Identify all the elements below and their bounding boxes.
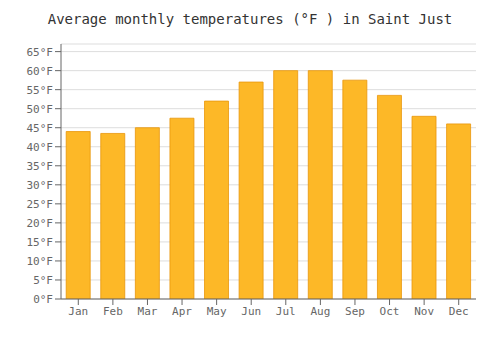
svg-text:25°F: 25°F — [27, 198, 54, 211]
svg-text:15°F: 15°F — [27, 236, 54, 249]
svg-text:Jan: Jan — [68, 305, 88, 318]
svg-text:Mar: Mar — [138, 305, 158, 318]
svg-text:Aug: Aug — [310, 305, 330, 318]
svg-text:45°F: 45°F — [27, 122, 54, 135]
svg-text:65°F: 65°F — [27, 46, 54, 59]
svg-text:55°F: 55°F — [27, 84, 54, 97]
svg-text:Apr: Apr — [172, 305, 192, 318]
svg-text:50°F: 50°F — [27, 103, 54, 116]
svg-text:35°F: 35°F — [27, 160, 54, 173]
svg-text:Sep: Sep — [345, 305, 365, 318]
svg-text:Jun: Jun — [241, 305, 261, 318]
svg-text:Feb: Feb — [103, 305, 123, 318]
svg-text:30°F: 30°F — [27, 179, 54, 192]
svg-text:May: May — [207, 305, 227, 318]
svg-text:10°F: 10°F — [27, 255, 54, 268]
svg-text:5°F: 5°F — [33, 274, 53, 287]
svg-text:0°F: 0°F — [33, 293, 53, 306]
svg-text:60°F: 60°F — [27, 65, 54, 78]
svg-text:Dec: Dec — [449, 305, 469, 318]
svg-text:Oct: Oct — [380, 305, 400, 318]
svg-text:Jul: Jul — [276, 305, 296, 318]
svg-text:20°F: 20°F — [27, 217, 54, 230]
svg-text:40°F: 40°F — [27, 141, 54, 154]
html-text:Average monthly temperatures (: Average monthly temperatures (°F ) in Sa… — [47, 11, 453, 27]
svg-text:Nov: Nov — [414, 305, 434, 318]
